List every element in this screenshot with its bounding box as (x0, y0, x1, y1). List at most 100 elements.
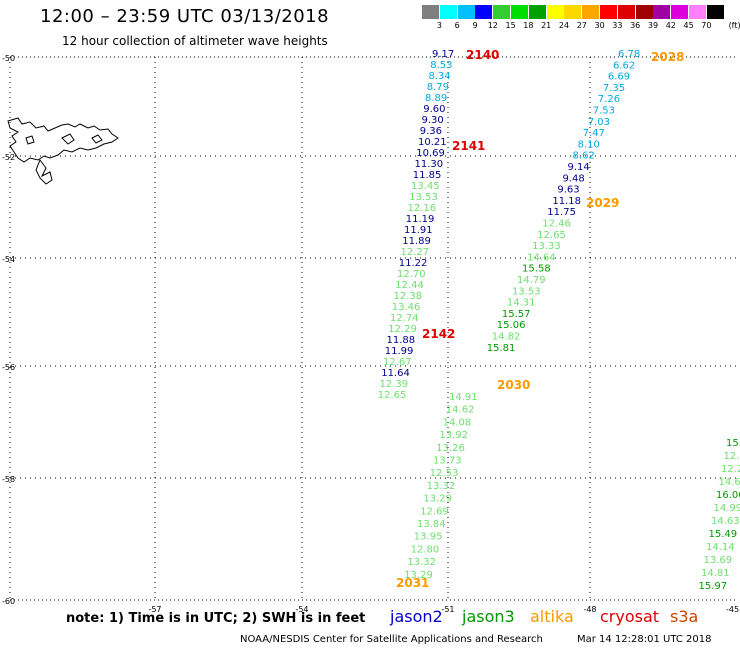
pass-number-label: 2031 (396, 576, 429, 590)
swh-value: 14.79 (517, 275, 546, 286)
swh-value: 12.53 (430, 468, 459, 479)
legend-swatch (600, 5, 617, 19)
swh-value: 11.18 (552, 196, 581, 207)
swh-value: 15.58 (522, 264, 551, 275)
swh-value: 12.9 (724, 451, 740, 462)
swh-value: 13.95 (414, 532, 443, 543)
pass-number-label: 2142 (422, 327, 455, 341)
legend-tick-label: 70 (701, 21, 712, 30)
swh-value: 12.27 (401, 247, 430, 258)
legend-tick-label: 45 (683, 21, 694, 30)
swh-value: 8.89 (425, 93, 447, 104)
swh-value: 8.53 (430, 60, 452, 71)
swh-value: 13.46 (392, 302, 421, 313)
swh-value: 12.38 (394, 291, 423, 302)
legend-unit: (ft) (728, 21, 740, 30)
swh-value: 8.62 (573, 151, 595, 162)
swh-value: 12.29 (388, 324, 417, 335)
swh-value: 15.97 (699, 581, 728, 592)
legend-tick-label: 39 (647, 21, 659, 30)
swh-value: 7.03 (588, 117, 610, 128)
pass-number-label: 2028 (651, 50, 684, 64)
legend-swatch (528, 5, 546, 19)
footnote: note: 1) Time is in UTC; 2) SWH is in fe… (66, 611, 366, 626)
swh-value: 11.99 (385, 346, 414, 357)
swh-value: 11.89 (402, 236, 431, 247)
swh-value: 7.26 (598, 94, 620, 105)
latitude-label: -52 (2, 153, 15, 162)
legend-swatch (671, 5, 689, 19)
pass-numbers: 2140 2141 2142 2028 2029 2030 2031 (396, 48, 684, 590)
latitude-label: -60 (2, 597, 15, 606)
swh-value: 11.30 (415, 159, 444, 170)
swh-value: 12.80 (411, 544, 440, 555)
swh-value: 8.34 (429, 71, 451, 82)
legend-swatch (635, 5, 653, 19)
latitude-label: -58 (2, 475, 15, 484)
legend-tick-label: 21 (541, 21, 552, 30)
swh-value: 12.70 (397, 269, 426, 280)
swh-value: 9.17 (432, 49, 454, 60)
map-subtitle: 12 hour collection of altimeter wave hei… (62, 34, 328, 48)
swh-value: 11.88 (387, 335, 416, 346)
legend-tick-label: 6 (454, 21, 460, 30)
legend-tick-label: 30 (594, 21, 605, 30)
swh-value: 13.32 (427, 481, 456, 492)
swh-value: 6.69 (608, 72, 630, 83)
swh-value: 14.14 (706, 542, 735, 553)
satellite-name: jason2 (390, 607, 443, 626)
swh-value: 13.29 (423, 494, 452, 505)
longitude-label: -45 (726, 605, 739, 614)
swh-value: 13.45 (411, 181, 440, 192)
lat-lon-grid: -50 -52 -54 -56 -58 -60 -57 -54 -51 -48 -45 (2, 54, 739, 614)
legend-swatch (422, 5, 439, 19)
legend-tick-label: 24 (558, 21, 570, 30)
swh-value: 13.73 (433, 456, 462, 467)
legend-tick-label: 9 (472, 21, 478, 30)
pass-number-label: 2029 (586, 196, 619, 210)
swh-value: 8.79 (427, 82, 449, 93)
swh-value: 13.92 (439, 430, 468, 441)
swh-value: 13.69 (704, 555, 733, 566)
latitude-label: -50 (2, 54, 15, 63)
legend-swatch (475, 5, 493, 19)
swh-value: 10.69 (416, 148, 445, 159)
pass-number-label: 2140 (466, 48, 499, 62)
legend-swatch (511, 5, 528, 19)
swh-value: 13.26 (436, 443, 465, 454)
legend-tick-label: 36 (630, 21, 641, 30)
legend-tick-label: 18 (523, 21, 534, 30)
swh-value: 7.47 (583, 128, 605, 139)
longitude-label: -57 (148, 605, 161, 614)
swh-value: 14.65 (719, 477, 740, 488)
swh-value: 12.65 (537, 230, 566, 241)
swh-value: 12.69 (420, 506, 449, 517)
latitude-label: -56 (2, 363, 15, 372)
legend-swatch (457, 5, 475, 19)
swh-value: 7.53 (593, 106, 615, 117)
swh-value: 14.63 (711, 516, 740, 527)
legend-tick-label: 12 (487, 21, 498, 30)
swh-value: 14.82 (492, 332, 521, 343)
satellite-name: jason3 (462, 607, 515, 626)
swh-value: 9.60 (423, 104, 445, 115)
swh-value: 11.91 (404, 225, 433, 236)
track-values: 9.178.538.348.798.899.609.309.3610.2110.… (378, 49, 740, 592)
swh-value: 9.48 (562, 173, 584, 184)
map-title: 12:00 – 23:59 UTC 03/13/2018 (40, 6, 330, 27)
swh-value: 15.06 (497, 320, 526, 331)
swh-value: 12.46 (542, 219, 571, 230)
swh-value: 6.62 (613, 60, 635, 71)
swh-value: 15.57 (502, 309, 531, 320)
swh-value: 6.78 (618, 49, 640, 60)
swh-value: 12.24 (721, 464, 740, 475)
swh-value: 13.84 (417, 519, 446, 530)
legend-swatch (689, 5, 706, 19)
longitude-label: -54 (295, 605, 308, 614)
generated-timestamp: Mar 14 12:28:01 UTC 2018 (577, 634, 712, 645)
swh-value: 15.49 (709, 529, 738, 540)
swh-value: 12.44 (395, 280, 424, 291)
swh-value: 13.53 (512, 286, 541, 297)
falkland-islands-coastline (7, 117, 119, 185)
swh-value: 7.35 (603, 83, 625, 94)
